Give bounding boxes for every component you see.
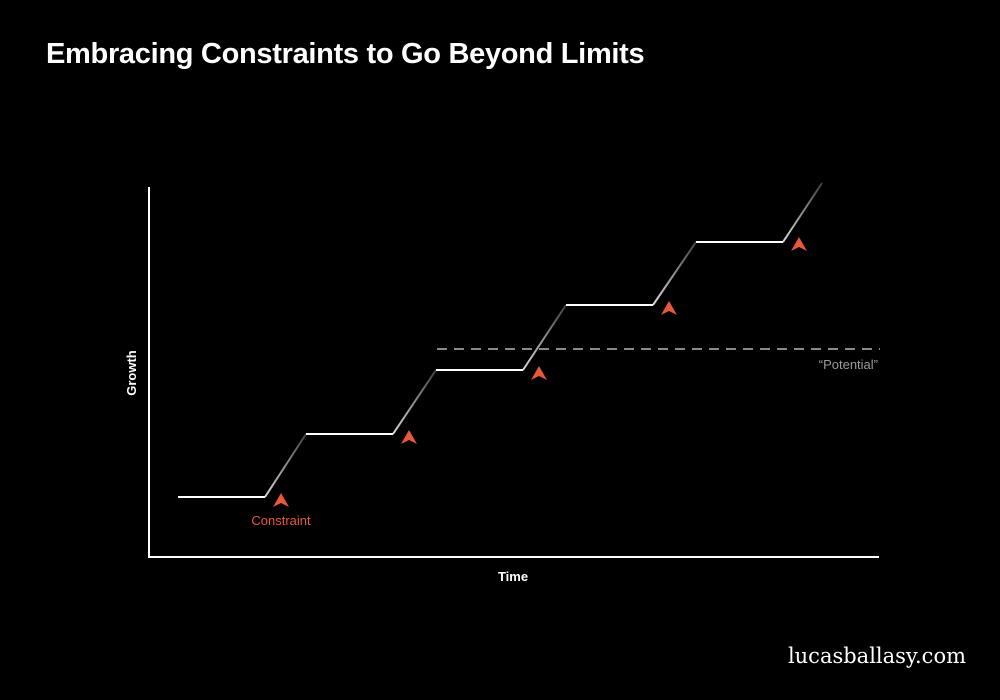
potential-label: “Potential” (819, 357, 878, 372)
riser-2 (392, 369, 437, 435)
riser-5 (782, 182, 823, 243)
constraint-label: Constraint (251, 513, 311, 528)
y-axis-label: Growth (124, 350, 139, 396)
site-watermark: lucasballasy.com (787, 644, 966, 668)
riser-4 (652, 241, 697, 306)
constraint-arrow-icon (661, 301, 677, 315)
constraint-arrow-icon (401, 430, 417, 444)
x-axis-label: Time (498, 569, 528, 584)
constraint-arrow-icon (273, 493, 289, 507)
riser-3 (522, 304, 567, 371)
constraint-arrow-icon (791, 237, 807, 251)
riser-1 (264, 433, 307, 498)
page-title: Embracing Constraints to Go Beyond Limit… (46, 38, 645, 70)
constraint-arrow-icon (531, 366, 547, 380)
